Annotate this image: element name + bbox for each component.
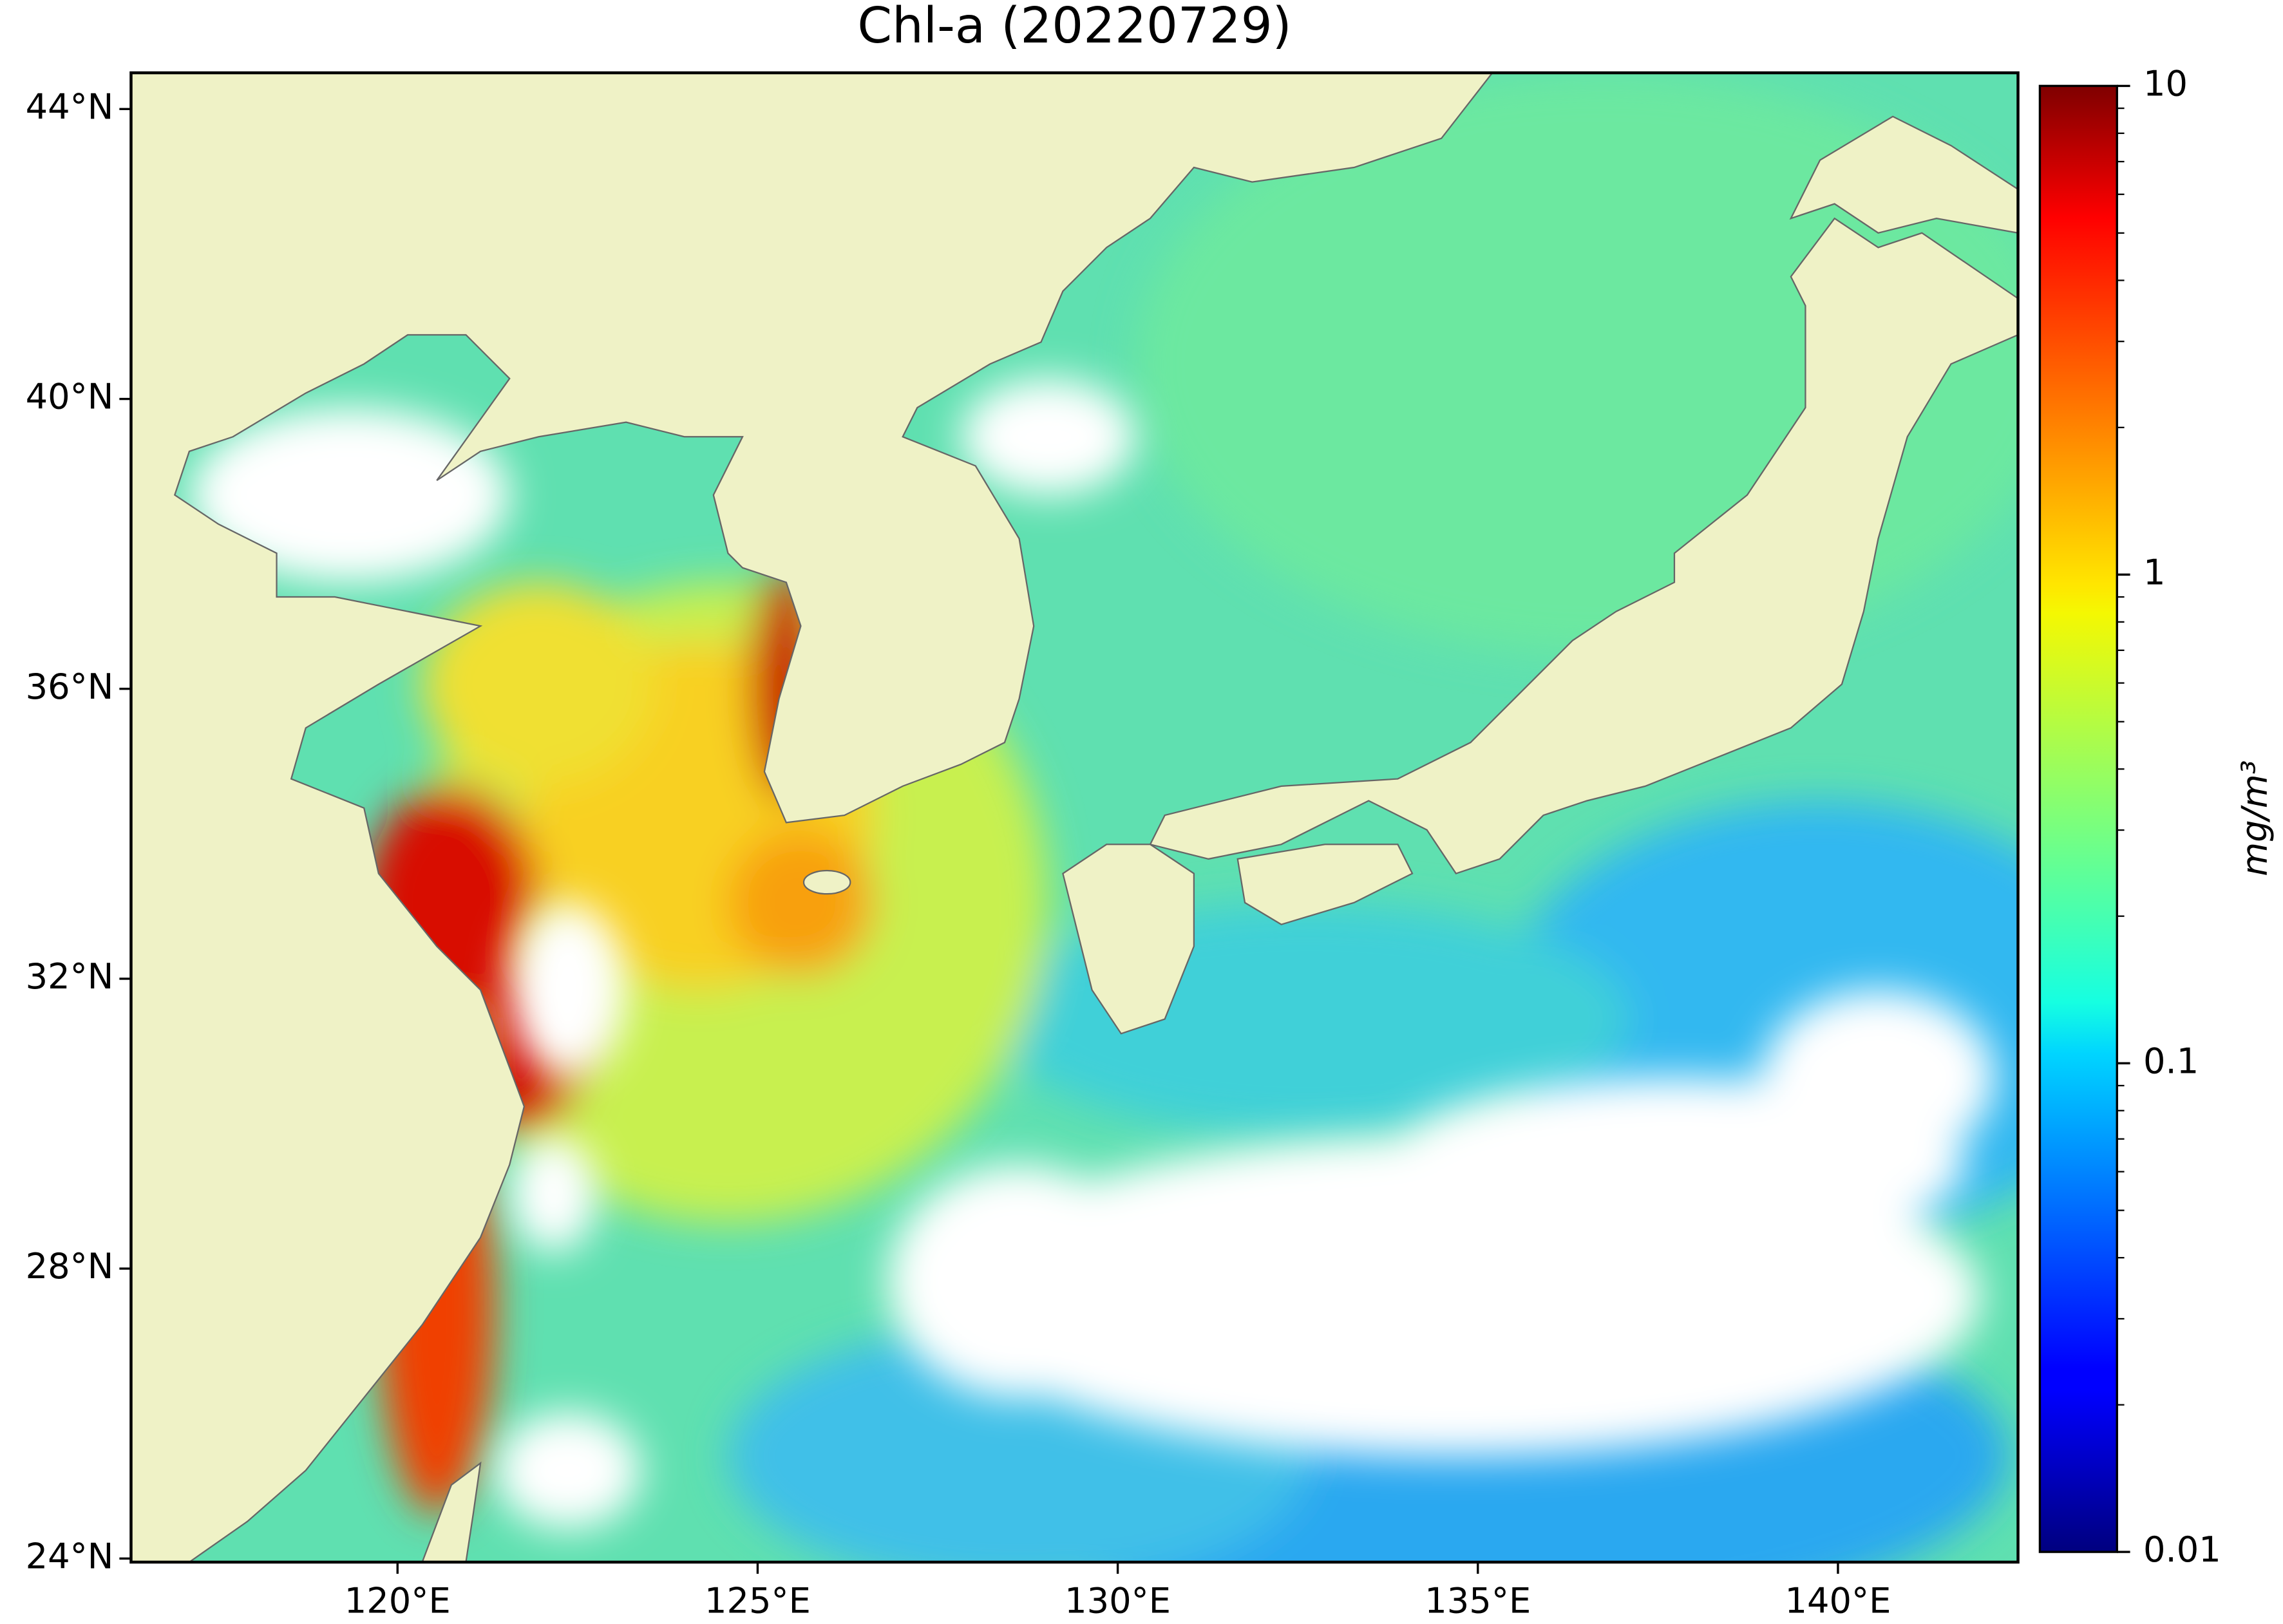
y-tick-label: 32°N bbox=[26, 956, 114, 997]
chart-title: Chl-a (20220729) bbox=[857, 0, 1291, 55]
colorbar-tick-label: 0.01 bbox=[2143, 1529, 2221, 1570]
y-tick-label: 24°N bbox=[26, 1536, 114, 1576]
map-field bbox=[131, 73, 2018, 1562]
jeju bbox=[802, 869, 851, 895]
x-tick-label: 125°E bbox=[705, 1580, 811, 1621]
colorbar-tick-label: 10 bbox=[2143, 64, 2188, 104]
colorbar-tick-label: 1 bbox=[2143, 552, 2166, 592]
y-tick-label: 40°N bbox=[26, 377, 114, 417]
kyushu bbox=[1062, 844, 1195, 1035]
colorbar: mg/m³ 0.01 0.1 1 10 bbox=[2038, 64, 2275, 1570]
colorbar-tick-label: 0.1 bbox=[2143, 1041, 2199, 1081]
y-tick-label: 28°N bbox=[26, 1246, 114, 1287]
x-tick-label: 130°E bbox=[1065, 1580, 1171, 1621]
x-tick-label: 140°E bbox=[1785, 1580, 1891, 1621]
colorbar-ramp bbox=[2038, 84, 2118, 1553]
shikoku bbox=[1236, 844, 1414, 925]
honshu bbox=[1149, 217, 2018, 874]
mainland-asia bbox=[131, 73, 1493, 1562]
taiwan bbox=[421, 1461, 482, 1562]
colorbar-label: mg/m³ bbox=[2234, 760, 2275, 876]
y-tick-label: 44°N bbox=[26, 86, 114, 127]
cloud-mask bbox=[189, 378, 1995, 1529]
y-tick-label: 36°N bbox=[26, 666, 114, 707]
plot-frame bbox=[129, 71, 2020, 1564]
hokkaido bbox=[1789, 115, 2018, 234]
x-tick-label: 135°E bbox=[1425, 1580, 1531, 1621]
x-tick-label: 120°E bbox=[345, 1580, 451, 1621]
